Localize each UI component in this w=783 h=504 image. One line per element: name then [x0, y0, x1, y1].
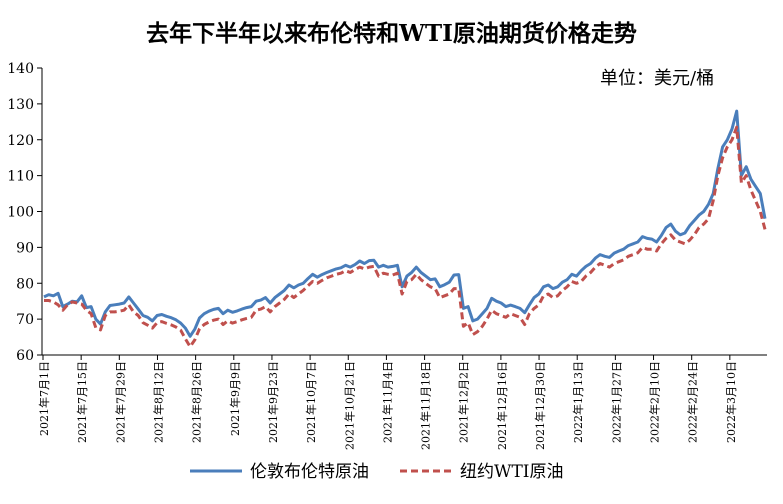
x-tick-label: 2022年2月10日	[648, 361, 662, 443]
x-tick-label: 2021年12月16日	[495, 361, 509, 450]
legend-label-brent: 伦敦布伦特原油	[250, 462, 369, 482]
legend-item-wti: 纽约WTI原油	[400, 455, 630, 483]
x-tick-label: 2022年1月13日	[571, 361, 585, 443]
y-tick-label: 100	[7, 205, 34, 221]
series-line-wti	[44, 125, 767, 349]
x-tick-label: 2021年8月12日	[151, 361, 165, 443]
x-tick-label: 2021年12月30日	[533, 361, 547, 450]
x-axis-ticks: 2021年7月1日 2021年7月15日 2021年7月29日 2021年8月12日 2…	[37, 355, 738, 450]
x-tick-label: 2022年3月10日	[724, 361, 738, 443]
legend-item-brent: 伦敦布伦特原油	[190, 455, 420, 483]
legend-swatch-brent	[190, 469, 242, 473]
x-tick-label: 2021年8月26日	[190, 361, 204, 443]
y-tick-label: 140	[7, 61, 34, 77]
x-tick-label: 2022年1月27日	[609, 361, 623, 443]
x-tick-label: 2021年10月21日	[342, 361, 356, 450]
x-tick-label: 2021年9月9日	[228, 361, 242, 436]
chart-title: 去年下半年以来布伦特和WTI原油期货价格走势	[146, 20, 637, 47]
axes	[41, 68, 767, 356]
y-tick-label: 120	[7, 133, 34, 149]
y-tick-label: 80	[16, 276, 34, 292]
y-axis-ticks: 60 70 80 90 100 110 120 130 140	[7, 61, 42, 364]
y-tick-label: 110	[7, 169, 34, 185]
x-tick-label: 2021年7月29日	[113, 361, 127, 443]
x-tick-label: 2021年7月15日	[75, 361, 89, 443]
x-tick-label: 2021年11月4日	[380, 361, 394, 443]
y-tick-label: 60	[16, 348, 34, 364]
series-line-brent	[43, 109, 767, 338]
legend-swatch-wti	[400, 469, 452, 473]
legend-label-wti: 纽约WTI原油	[460, 462, 564, 482]
y-tick-label: 70	[16, 312, 34, 328]
x-tick-label: 2021年9月23日	[266, 361, 280, 443]
y-tick-label: 130	[7, 97, 34, 113]
unit-label: 单位：美元/桶	[600, 68, 715, 89]
x-tick-label: 2021年12月2日	[457, 361, 471, 443]
x-tick-label: 2021年10月7日	[304, 361, 318, 443]
y-tick-label: 90	[16, 240, 34, 256]
x-tick-label: 2021年7月1日	[37, 361, 51, 436]
series-lines	[43, 109, 767, 349]
x-tick-label: 2021年11月18日	[419, 361, 433, 450]
x-tick-label: 2022年2月24日	[686, 361, 700, 443]
